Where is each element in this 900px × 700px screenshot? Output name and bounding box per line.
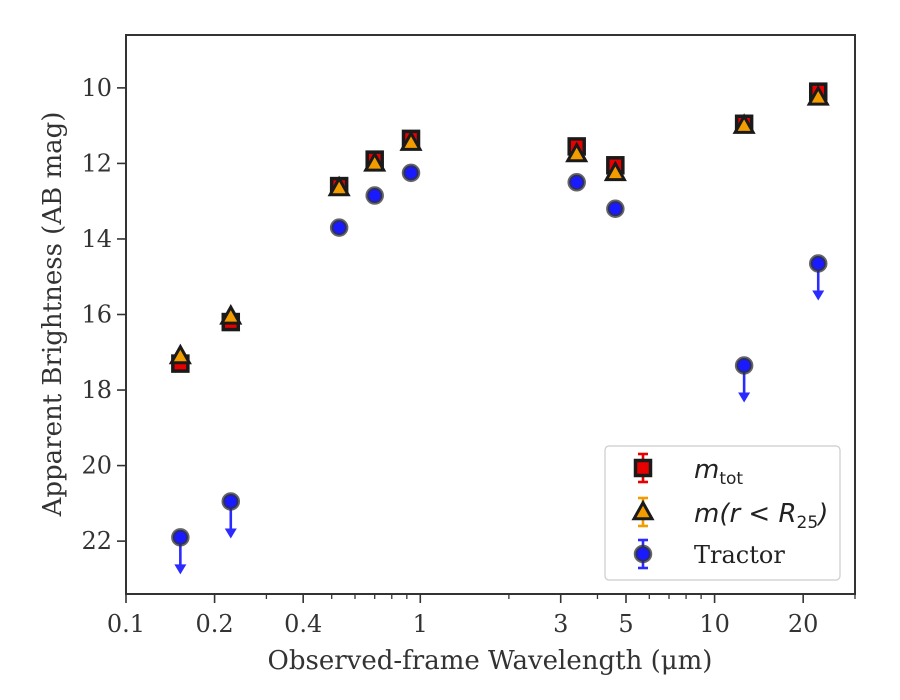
triangle-marker (327, 175, 351, 197)
upper-limit-arrow (224, 528, 237, 539)
triangle-marker (565, 141, 589, 163)
triangle-marker (732, 113, 756, 134)
series-1 (168, 84, 830, 365)
upper-limit-arrow (738, 392, 751, 403)
triangle-marker (806, 84, 830, 106)
circle-marker (329, 218, 349, 237)
legend: mtot m(r < R25) Tractor (604, 445, 841, 581)
x-axis-label: Observed-frame Wavelength (μm) (268, 646, 713, 676)
legend-circle-marker (633, 544, 653, 564)
legend-triangle-marker (631, 499, 655, 521)
legend-label-mr25-main: m(r < R (694, 499, 797, 529)
circle-marker (221, 492, 241, 511)
legend-label-tractor: Tractor (694, 541, 785, 569)
triangle-marker (219, 304, 243, 325)
x-tick-label: 3 (553, 610, 568, 638)
circle-marker (365, 186, 384, 205)
x-tick-label: 1 (413, 610, 428, 638)
legend-label-mtot-sub: tot (719, 469, 743, 489)
legend-label-mtot-main: m (694, 455, 719, 485)
circle-marker (171, 528, 190, 547)
legend-box (604, 445, 841, 581)
legend-label-mr25-end: ) (816, 499, 828, 529)
y-tick-label: 22 (81, 527, 112, 555)
tick-labels: 0.1 0.2 0.4 1 3 5 10 20 10 12 14 16 18 20 22 (81, 74, 818, 638)
x-tick-label: 5 (618, 610, 633, 638)
plot-frame (125, 34, 856, 595)
x-tick-label: 0.2 (196, 610, 234, 638)
circle-marker (401, 163, 421, 183)
y-axis-label: Apparent Brightness (AB mag) (38, 112, 68, 518)
circle-marker (734, 356, 754, 375)
y-tick-label: 12 (81, 149, 112, 177)
legend-icons (631, 452, 655, 570)
legend-label-mr25-sub: 25 (797, 513, 819, 533)
triangle-marker (399, 130, 423, 151)
y-tick-label: 18 (81, 376, 112, 404)
x-tick-label: 10 (699, 610, 730, 638)
series-2 (171, 163, 828, 575)
upper-limit-arrow (174, 564, 187, 575)
x-tick-label: 0.1 (107, 610, 145, 638)
y-tick-label: 10 (81, 74, 112, 102)
y-tick-label: 14 (81, 225, 112, 253)
triangle-marker (603, 160, 627, 182)
data-marks (168, 82, 830, 575)
series-0 (171, 82, 828, 373)
legend-label-mtot: mtot (694, 455, 743, 489)
triangle-marker (363, 151, 387, 172)
legend-square-marker (633, 458, 653, 478)
triangle-marker (168, 343, 192, 365)
major-ticks (117, 87, 804, 603)
circle-marker (567, 173, 586, 192)
x-tick-label: 20 (788, 610, 819, 638)
y-tick-label: 16 (81, 301, 112, 329)
legend-label-mr25: m(r < R25) (694, 499, 828, 533)
circle-marker (808, 254, 828, 273)
upper-limit-arrow (812, 290, 825, 301)
y-tick-label: 20 (81, 452, 112, 480)
x-tick-label: 0.4 (284, 610, 322, 638)
circle-marker (606, 199, 625, 218)
